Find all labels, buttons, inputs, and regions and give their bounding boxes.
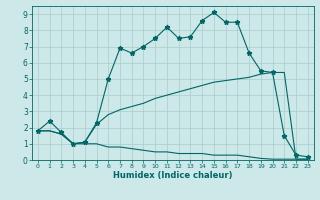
X-axis label: Humidex (Indice chaleur): Humidex (Indice chaleur)	[113, 171, 233, 180]
